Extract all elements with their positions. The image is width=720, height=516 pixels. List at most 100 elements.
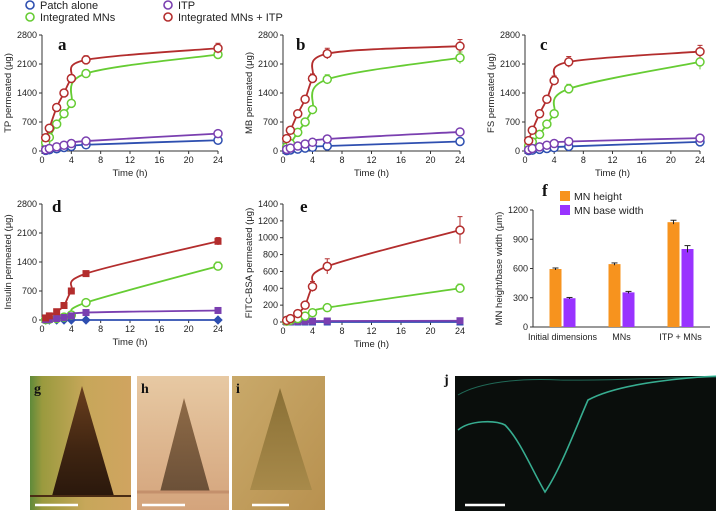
bar-f-mn-height-mns bbox=[608, 264, 621, 327]
category-label-f-itp-mns: ITP + MNs bbox=[659, 332, 702, 342]
image-label-j: j bbox=[443, 373, 449, 388]
data-point-e-integrated-mns-5 bbox=[322, 302, 332, 313]
legend-label-integrated-mns: Integrated MNs bbox=[40, 12, 116, 24]
legend-marker-itp bbox=[163, 0, 173, 10]
data-point-c-integrated-mns-6 bbox=[695, 57, 705, 67]
y-tick-label-b-700: 700 bbox=[263, 117, 278, 127]
data-point-d-integrated-mns-itp-6 bbox=[214, 237, 222, 245]
data-point-c-integrated-mns-itp-6 bbox=[695, 46, 705, 57]
legend-item-patch-alone: Patch alone bbox=[25, 0, 98, 12]
y-axis-label-c: FS permeated (μg) bbox=[486, 53, 497, 133]
data-point-a-integrated-mns-itp-4 bbox=[66, 73, 77, 84]
y-tick-label-a-2100: 2100 bbox=[17, 59, 37, 69]
data-point-b-integrated-mns-itp-0 bbox=[281, 133, 292, 144]
data-point-a-itp-6 bbox=[213, 128, 223, 139]
data-point-b-itp-5 bbox=[322, 134, 332, 144]
x-tick-label-c-12: 12 bbox=[607, 155, 617, 165]
x-tick-label-c-4: 4 bbox=[552, 155, 557, 165]
data-point-a-itp-4 bbox=[66, 138, 77, 149]
chart-panel-a: 0 700 1400 2100 2800 TP permeated (μg) 0 4 8 12 16… bbox=[3, 30, 223, 179]
data-point-a-integrated-mns-itp-2 bbox=[51, 102, 62, 113]
y-tick-label-b-2800: 2800 bbox=[258, 30, 278, 40]
legend-marker-patch-alone bbox=[25, 0, 35, 10]
data-point-e-integrated-mns-6 bbox=[455, 283, 465, 294]
chart-panel-b: 0 700 1400 2100 2800 MB permeated (μg) 0 4 8 12 16… bbox=[244, 30, 465, 179]
x-tick-label-a-20: 20 bbox=[184, 155, 194, 165]
data-point-c-integrated-mns-itp-3 bbox=[542, 94, 552, 104]
data-point-e-integrated-mns-itp-6 bbox=[455, 225, 465, 235]
microneedle-g bbox=[52, 386, 114, 496]
data-point-b-integrated-mns-itp-6 bbox=[455, 41, 465, 51]
y-tick-label-c-2100: 2100 bbox=[500, 59, 520, 69]
panel-label-e: e bbox=[300, 197, 308, 216]
data-point-a-integrated-mns-5 bbox=[81, 68, 91, 79]
legend-label-patch-alone: Patch alone bbox=[40, 0, 98, 12]
microneedle-i bbox=[250, 388, 312, 490]
x-tick-label-b-8: 8 bbox=[339, 155, 344, 165]
x-tick-label-b-20: 20 bbox=[425, 155, 435, 165]
data-point-a-integrated-mns-3 bbox=[59, 108, 69, 119]
bar-f-mn-base-width-mns bbox=[622, 292, 635, 327]
x-tick-label-c-24: 24 bbox=[695, 155, 705, 165]
series-line-d-integrated-mns-itp bbox=[45, 240, 219, 319]
micrograph-g: g bbox=[30, 376, 131, 510]
legend-swatch-f-mn-base-width bbox=[560, 205, 570, 215]
micrograph-h: h bbox=[137, 376, 229, 510]
data-point-d-integrated-mns-itp-4 bbox=[67, 287, 75, 295]
panel-label-c: c bbox=[540, 35, 548, 54]
y-tick-label-c-700: 700 bbox=[505, 117, 520, 127]
legend-label-f-mn-base-width: MN base width bbox=[574, 205, 644, 217]
x-tick-label-a-24: 24 bbox=[213, 155, 223, 165]
x-tick-label-b-16: 16 bbox=[396, 155, 406, 165]
panel-label-b: b bbox=[296, 35, 305, 54]
legend-marker-integrated-mns bbox=[25, 12, 35, 22]
data-point-d-itp-5 bbox=[82, 309, 90, 317]
y-axis-label-f: MN height/base width (μm) bbox=[494, 212, 505, 326]
x-tick-label-d-12: 12 bbox=[125, 324, 135, 334]
data-point-d-integrated-mns-itp-5 bbox=[82, 270, 90, 278]
y-tick-label-e-400: 400 bbox=[263, 283, 278, 293]
panel-label-a: a bbox=[58, 35, 67, 54]
y-tick-label-d-1400: 1400 bbox=[17, 257, 37, 267]
x-tick-label-d-8: 8 bbox=[98, 324, 103, 334]
data-point-a-integrated-mns-4 bbox=[66, 98, 77, 109]
data-point-a-integrated-mns-itp-5 bbox=[81, 55, 91, 65]
data-point-e-integrated-mns-4 bbox=[307, 307, 318, 318]
data-point-c-integrated-mns-itp-5 bbox=[564, 57, 574, 67]
data-point-a-integrated-mns-itp-6 bbox=[213, 43, 223, 54]
data-point-d-itp-6 bbox=[214, 306, 222, 314]
data-point-c-integrated-mns-4 bbox=[549, 108, 559, 119]
legend: Patch alone Integrated MNs ITP Integrate… bbox=[25, 0, 283, 24]
data-point-d-integrated-mns-itp-3 bbox=[60, 302, 68, 309]
x-axis-label-a: Time (h) bbox=[112, 168, 147, 179]
data-point-d-integrated-mns-itp-1 bbox=[45, 312, 53, 320]
x-tick-label-e-16: 16 bbox=[396, 326, 406, 336]
y-tick-label-f-1200: 1200 bbox=[508, 205, 528, 215]
data-point-e-integrated-mns-itp-5 bbox=[322, 261, 332, 272]
y-tick-label-d-2800: 2800 bbox=[17, 199, 37, 209]
x-tick-label-a-16: 16 bbox=[154, 155, 164, 165]
x-axis-label-e: Time (h) bbox=[354, 339, 389, 350]
data-point-d-integrated-mns-6 bbox=[213, 261, 223, 271]
data-point-c-integrated-mns-2 bbox=[534, 129, 545, 140]
data-point-b-itp-6 bbox=[455, 127, 465, 137]
data-point-e-integrated-mns-itp-1 bbox=[285, 313, 296, 324]
data-point-d-itp-4 bbox=[67, 312, 75, 320]
tissue-contour-j bbox=[457, 375, 717, 494]
y-tick-label-a-0: 0 bbox=[32, 146, 37, 156]
data-point-d-itp-3 bbox=[60, 314, 68, 322]
legend-item-integrated-mns: Integrated MNs bbox=[25, 12, 116, 24]
y-axis-label-b: MB permeated (μg) bbox=[244, 52, 255, 134]
data-point-b-integrated-mns-itp-3 bbox=[300, 94, 310, 104]
y-tick-label-a-2800: 2800 bbox=[17, 30, 37, 40]
x-tick-label-e-4: 4 bbox=[310, 326, 315, 336]
data-point-e-itp-5 bbox=[323, 317, 331, 325]
x-axis-label-d: Time (h) bbox=[112, 337, 147, 348]
x-axis-label-c: Time (h) bbox=[595, 168, 630, 179]
y-tick-label-f-900: 900 bbox=[513, 234, 528, 244]
series-line-e-integrated-mns-itp bbox=[286, 229, 461, 322]
data-point-c-integrated-mns-itp-2 bbox=[534, 108, 545, 119]
image-label-h: h bbox=[141, 382, 149, 397]
